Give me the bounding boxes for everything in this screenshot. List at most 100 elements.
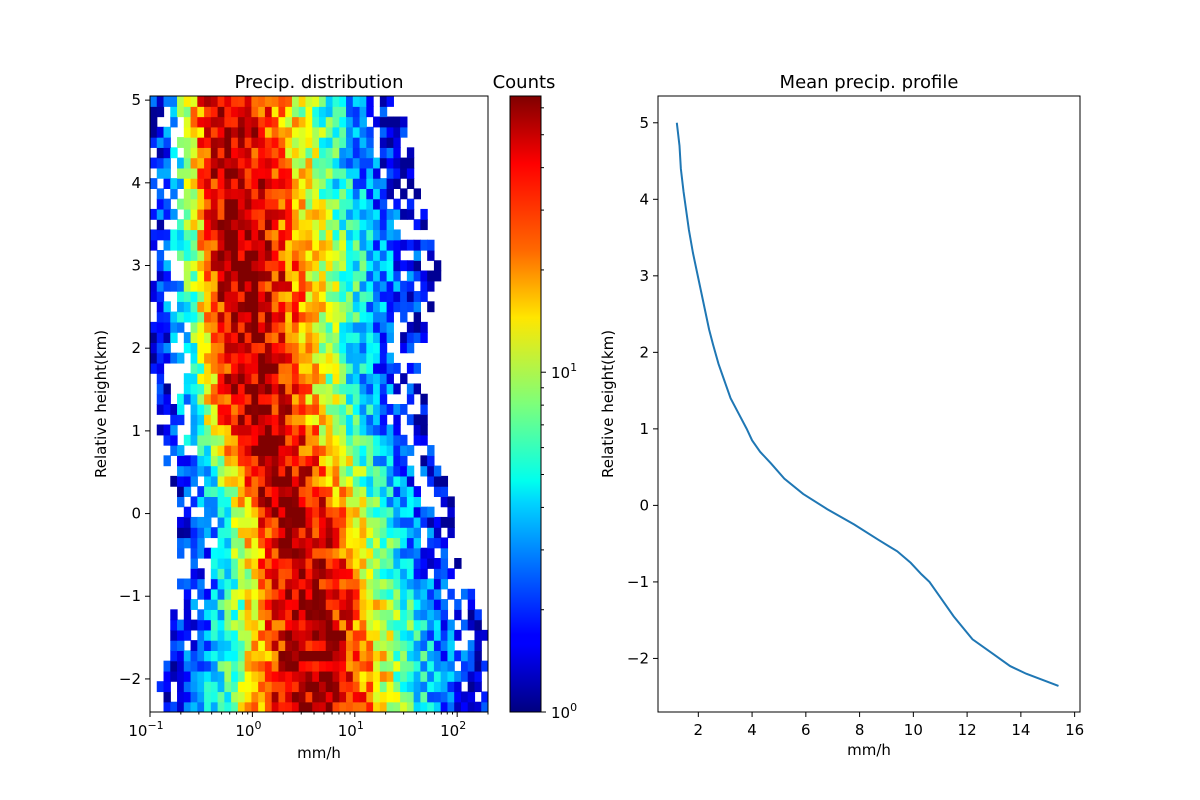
heatmap-cell xyxy=(305,157,313,169)
heatmap-cell xyxy=(251,393,259,405)
heatmap-cell xyxy=(204,147,212,159)
heatmap-cell xyxy=(264,198,273,210)
heatmap-cell xyxy=(420,660,428,672)
heatmap-cell xyxy=(339,619,347,631)
heatmap-cell xyxy=(197,404,205,415)
heatmap-cell xyxy=(373,701,381,712)
heatmap-cell xyxy=(264,229,273,241)
heatmap-cell xyxy=(264,475,273,487)
heatmap-cell xyxy=(177,352,185,364)
heatmap-cell xyxy=(366,342,374,354)
heatmap-cell xyxy=(467,599,476,610)
heatmap-cell xyxy=(150,239,158,251)
heatmap-cell xyxy=(474,619,482,631)
heatmap-cell xyxy=(264,280,273,292)
heatmap-cell xyxy=(433,588,442,600)
heatmap-cell xyxy=(278,270,286,282)
heatmap-cell xyxy=(156,280,165,292)
heatmap-cell xyxy=(339,404,347,415)
heatmap-cell xyxy=(332,486,340,497)
heatmap-cell xyxy=(251,537,259,549)
heatmap-cell xyxy=(319,239,327,251)
heatmap-cell xyxy=(359,393,367,405)
heatmap-cell xyxy=(244,496,252,508)
heatmap-cell xyxy=(278,311,286,323)
heatmap-cell xyxy=(251,496,259,508)
heatmap-cell xyxy=(244,342,252,354)
heatmap-cell xyxy=(204,681,212,693)
heatmap-cell xyxy=(183,301,192,313)
heatmap-cell xyxy=(325,270,334,282)
heatmap-cell xyxy=(386,588,394,600)
heatmap-cell xyxy=(467,701,476,712)
heatmap-cell xyxy=(258,208,266,220)
heatmap-cell xyxy=(190,568,198,580)
heatmap-cell xyxy=(379,393,388,405)
heatmap-cell xyxy=(379,414,388,426)
heatmap-cell xyxy=(325,157,334,169)
heatmap-cell xyxy=(406,342,415,354)
heatmap-cell xyxy=(285,321,293,333)
heatmap-cell xyxy=(244,660,252,672)
heatmap-cell xyxy=(190,701,198,712)
heatmap-cell xyxy=(393,260,401,272)
heatmap-cell xyxy=(190,373,198,385)
heatmap-cell xyxy=(237,352,246,364)
heatmap-cell xyxy=(298,362,307,374)
heatmap-cell xyxy=(278,527,286,539)
heatmap-cell xyxy=(379,475,388,487)
heatmap-cell xyxy=(231,280,239,292)
heatmap-cell xyxy=(305,352,313,364)
heatmap-cell xyxy=(163,280,171,292)
heatmap-cell xyxy=(210,321,219,333)
heatmap-cell xyxy=(197,270,205,282)
heatmap-cell xyxy=(325,475,334,487)
heatmap-cell xyxy=(346,383,354,395)
heatmap-cell xyxy=(420,465,428,477)
heatmap-cell xyxy=(156,352,165,364)
heatmap-cell xyxy=(224,96,232,107)
heatmap-cell xyxy=(366,434,374,446)
heatmap-cell xyxy=(305,568,313,580)
heatmap-cell xyxy=(231,188,239,200)
heatmap-cell xyxy=(197,106,205,118)
heatmap-cell xyxy=(474,629,482,641)
heatmap-cell xyxy=(366,393,374,405)
heatmap-cell xyxy=(352,301,361,313)
heatmap-cell xyxy=(359,660,367,672)
heatmap-cell xyxy=(291,670,300,682)
heatmap-cell xyxy=(346,527,354,539)
heatmap-cell xyxy=(285,260,293,272)
heatmap-cell xyxy=(305,496,313,508)
profile-y-tick-label: 5 xyxy=(639,114,649,132)
heatmap-cell xyxy=(406,147,415,159)
heatmap-cell xyxy=(224,321,232,333)
heatmap-cell xyxy=(325,445,334,456)
heatmap-cell xyxy=(170,208,178,220)
heatmap-cell xyxy=(413,650,421,662)
heatmap-cell xyxy=(400,640,408,651)
heatmap-cell xyxy=(163,424,171,436)
heatmap-cell xyxy=(190,640,198,651)
heatmap-cell xyxy=(177,167,185,179)
heatmap-cell xyxy=(352,291,361,302)
heatmap-cell xyxy=(278,486,286,497)
heatmap-cell xyxy=(393,455,401,467)
heatmap-cell xyxy=(183,126,192,138)
heatmap-cell xyxy=(359,137,367,148)
heatmap-cell xyxy=(460,660,469,672)
heatmap-cell xyxy=(352,352,361,364)
heatmap-cell xyxy=(177,239,185,251)
heatmap-cell xyxy=(197,588,205,600)
heatmap-cell xyxy=(237,362,246,374)
heatmap-cell xyxy=(325,250,334,261)
heatmap-cell xyxy=(305,208,313,220)
heatmap-cell xyxy=(163,147,171,159)
heatmap-cell xyxy=(224,660,232,672)
heatmap-cell xyxy=(251,640,259,651)
heatmap-cell xyxy=(298,445,307,456)
heatmap-cell xyxy=(346,629,354,641)
heatmap-cell xyxy=(427,599,435,610)
heatmap-cell xyxy=(177,537,185,549)
